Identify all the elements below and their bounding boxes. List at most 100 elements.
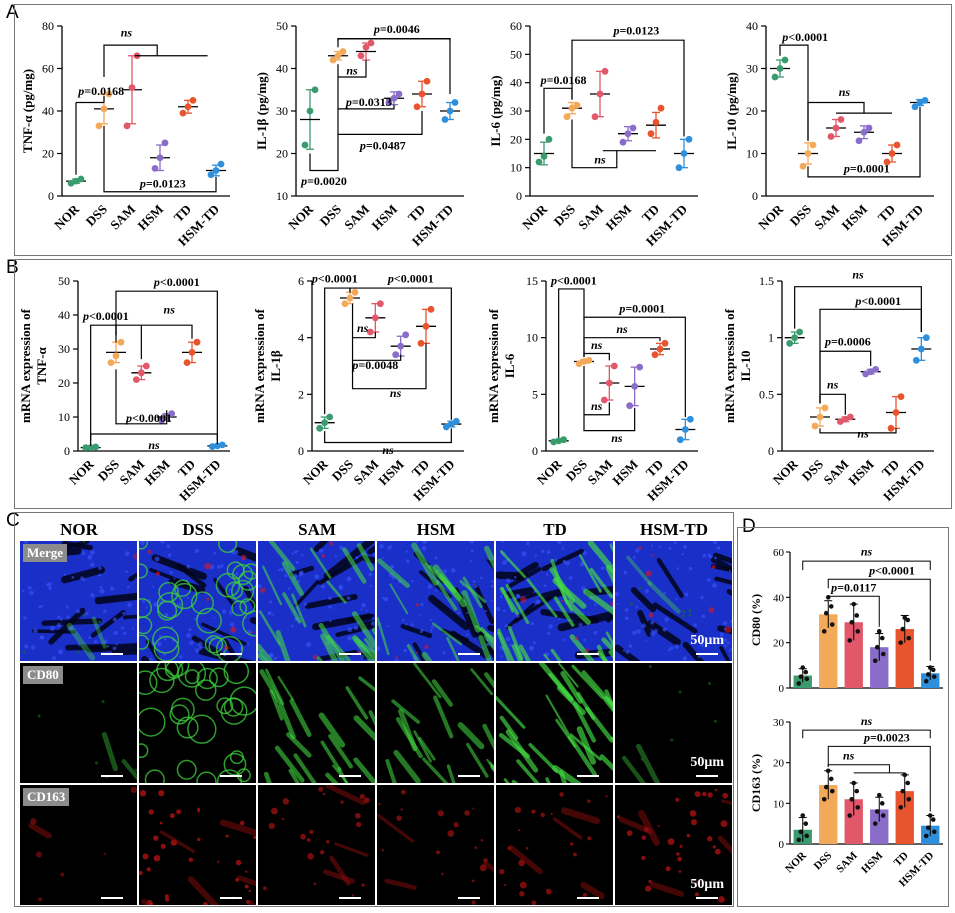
nucleus-dot — [63, 573, 67, 576]
data-point — [142, 362, 150, 370]
red-signal — [378, 802, 381, 806]
nucleus-dot — [682, 544, 688, 550]
x-tick-label: SAM — [811, 202, 842, 233]
data-point — [837, 116, 845, 123]
green-signal — [589, 567, 613, 599]
nucleus-dot — [421, 541, 427, 544]
data-point — [540, 152, 548, 160]
red-signal — [605, 795, 608, 798]
nucleus-dot — [148, 657, 153, 661]
data-point — [849, 619, 855, 625]
nucleus-dot — [338, 545, 343, 550]
data-point — [585, 356, 593, 364]
nucleus-dot — [235, 572, 239, 576]
data-point — [927, 813, 933, 818]
data-point — [917, 345, 925, 353]
ns-label: ns — [843, 748, 855, 762]
nucleus-dot — [684, 592, 689, 597]
micrograph-image — [139, 541, 256, 661]
nucleus-dot — [532, 641, 536, 645]
green-signal — [571, 664, 605, 700]
data-point — [796, 681, 802, 686]
red-signal — [712, 845, 717, 849]
y-tick-label: 30 — [58, 342, 70, 356]
micrograph-image — [377, 785, 494, 905]
red-signal — [525, 847, 529, 850]
red-signal — [28, 822, 52, 839]
green-signal — [229, 686, 256, 716]
data-point — [137, 369, 145, 377]
y-tick-label: 20 — [773, 638, 785, 650]
y-tick-label: 0.5 — [759, 387, 774, 401]
red-signal — [270, 807, 278, 815]
nucleus-dot — [700, 595, 704, 600]
x-tick-label: DSS — [83, 202, 110, 229]
micrograph-image — [496, 785, 613, 905]
data-point — [847, 638, 853, 643]
red-signal — [142, 853, 149, 860]
data-point — [366, 328, 374, 336]
data-point — [100, 105, 108, 113]
red-signal — [580, 881, 605, 900]
green-signal — [567, 735, 597, 777]
nucleus-dot — [674, 644, 680, 649]
micrograph-column-header: HSM — [416, 520, 456, 539]
red-signal — [307, 853, 314, 860]
nucleus-dot — [625, 616, 629, 621]
data-point — [367, 39, 375, 47]
nucleus-dot — [434, 556, 438, 560]
nucleus-dot — [491, 580, 494, 583]
red-signal — [514, 806, 521, 814]
red-signal — [574, 636, 579, 641]
nucleus-dot — [56, 622, 61, 627]
scale-bar — [696, 653, 718, 655]
nucleus-dot — [505, 636, 511, 642]
micrograph-cd163-dss — [139, 785, 256, 905]
nucleus-dot — [632, 556, 636, 559]
green-signal — [552, 577, 587, 609]
nucleus-dot — [94, 639, 98, 644]
nucleus-dot — [140, 541, 145, 546]
data-point — [183, 359, 191, 366]
nucleus-dot — [361, 602, 366, 608]
green-signal — [368, 710, 375, 727]
micrograph-cd80-sam — [258, 663, 375, 783]
y-tick-label: 80 — [42, 19, 54, 33]
ns-label: ns — [861, 544, 873, 558]
green-signal — [258, 610, 281, 646]
nucleus-dot — [303, 602, 308, 606]
nucleus-dot — [714, 556, 717, 560]
green-signal — [259, 669, 282, 704]
data-point — [675, 164, 683, 172]
green-signal — [196, 667, 218, 690]
nucleus-dot — [48, 586, 52, 590]
y-axis-label: CD80 (%) — [749, 594, 763, 646]
data-point — [563, 113, 571, 121]
nucleus-dot — [198, 646, 203, 651]
red-signal — [638, 546, 642, 550]
red-signal — [722, 792, 729, 799]
scale-bar — [458, 775, 480, 777]
nucleus-dot — [110, 586, 115, 591]
micrograph-column-header: TD — [543, 520, 567, 539]
red-signal — [165, 897, 170, 902]
significance-bracket — [558, 288, 585, 438]
red-signal — [650, 881, 685, 897]
data-point — [931, 674, 937, 679]
green-signal — [282, 592, 302, 624]
nucleus-dot — [700, 643, 704, 647]
nucleus-dot — [268, 652, 274, 658]
green-signal — [82, 613, 86, 617]
data-point — [854, 613, 860, 618]
green-signal — [483, 633, 494, 652]
nucleus-dot — [554, 558, 558, 562]
y-tick-label: 0 — [516, 189, 522, 203]
bar — [844, 799, 863, 844]
red-signal — [560, 807, 601, 825]
red-signal — [696, 880, 701, 885]
p-value-label: p=0.0313 — [345, 95, 392, 109]
data-point — [179, 109, 187, 117]
nucleus-dot — [163, 652, 166, 656]
green-signal — [670, 738, 674, 742]
